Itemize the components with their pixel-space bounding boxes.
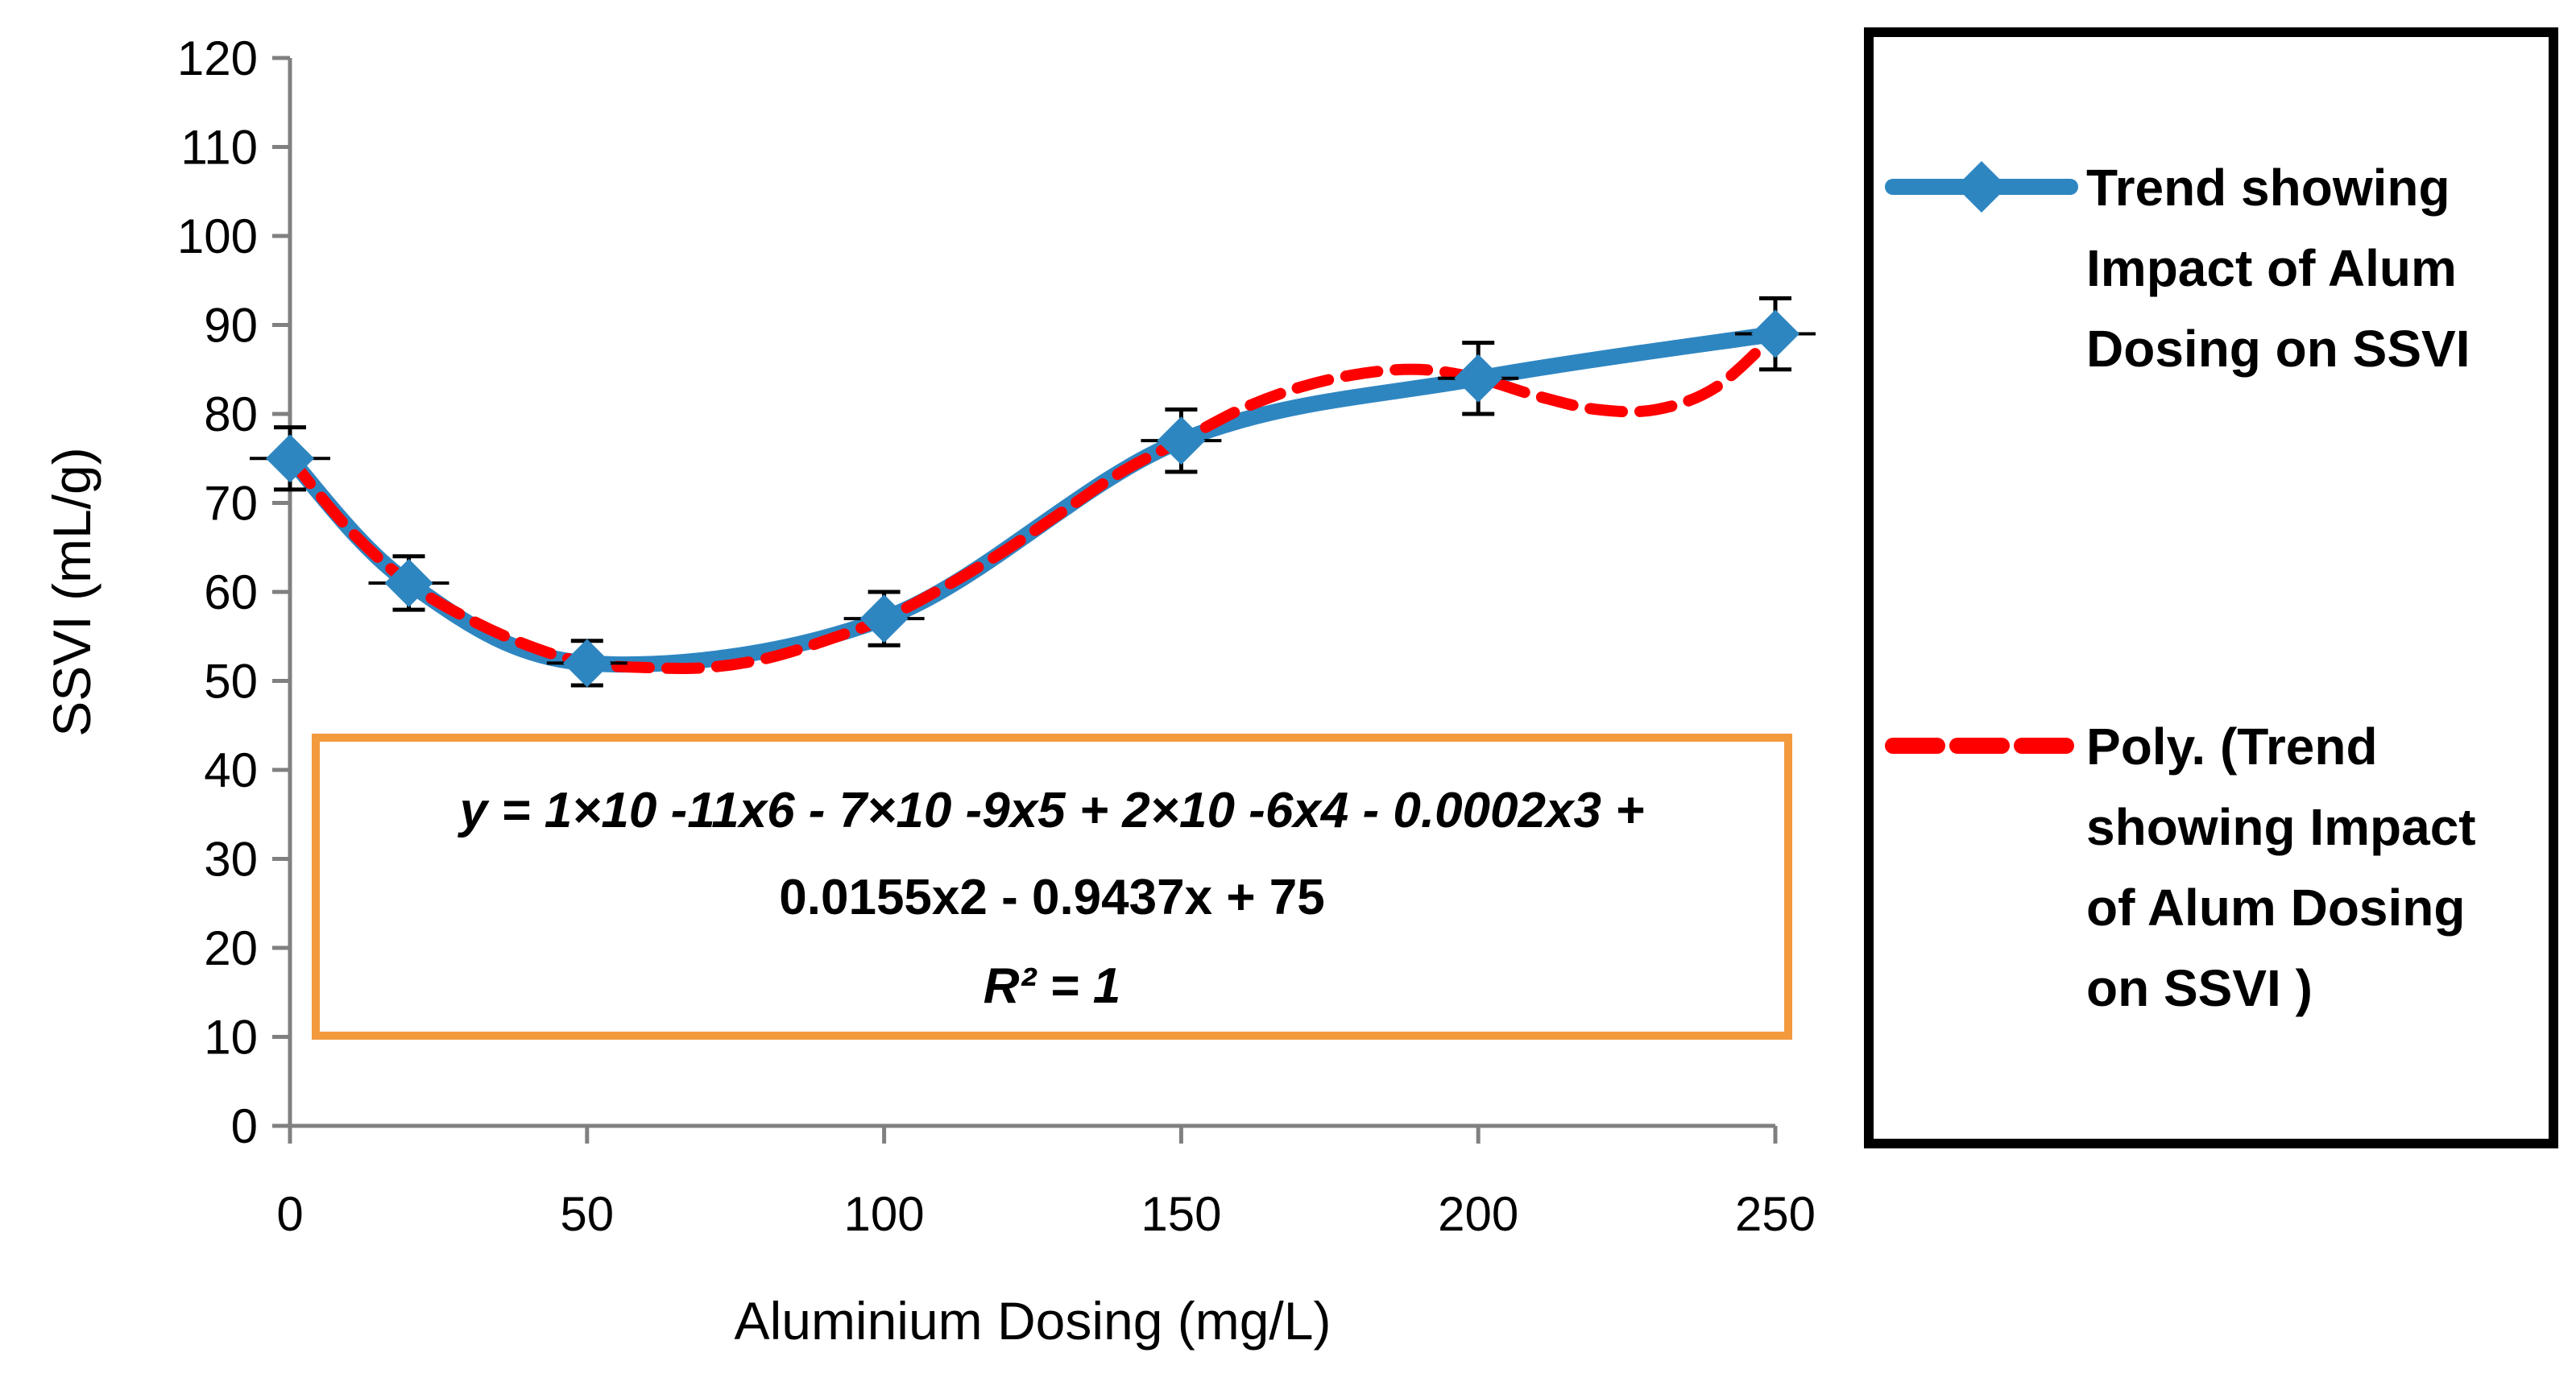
equation-annotation: y = 1×10 -11x6 - 7×10 -9x5 + 2×10 -6x4 -… <box>312 734 1792 1040</box>
y-tick-label: 80 <box>204 387 258 441</box>
r-squared: R² = 1 <box>984 958 1121 1014</box>
data-point-marker <box>1157 416 1206 465</box>
y-ticks: 0 10 20 30 40 50 60 70 80 90 100 110 120 <box>177 31 290 1153</box>
y-tick-label: 90 <box>204 299 258 353</box>
x-tick-label: 200 <box>1438 1187 1518 1241</box>
legend-label-series-2-line-3: of Alum Dosing <box>2086 879 2465 937</box>
data-point-marker <box>562 639 611 688</box>
legend-label-series-2-line-1: Poly. (Trend <box>2086 718 2378 776</box>
y-tick-label: 110 <box>180 121 258 175</box>
data-point-marker <box>266 434 314 483</box>
legend-box <box>1864 27 2558 1148</box>
y-axis-title: SSVI (mL/g) <box>42 447 101 736</box>
y-tick-label: 50 <box>204 655 258 709</box>
x-tick-label: 100 <box>844 1187 925 1241</box>
y-tick-label: 120 <box>177 31 258 85</box>
legend-label-series-1-line-1: Trend showing <box>2086 159 2450 217</box>
legend-label-series-1-line-3: Dosing on SSVI <box>2086 320 2470 378</box>
x-axis-title: Aluminium Dosing (mg/L) <box>735 1291 1331 1351</box>
y-tick-label: 70 <box>204 477 258 531</box>
equation-box <box>312 734 1792 1040</box>
y-tick-label: 60 <box>204 565 258 619</box>
legend-label-series-2-line-4: on SSVI ) <box>2086 959 2313 1017</box>
plot-area <box>250 296 1816 688</box>
legend-label-series-1-line-2: Impact of Alum <box>2086 239 2457 297</box>
x-tick-label: 50 <box>560 1187 614 1241</box>
y-tick-label: 100 <box>177 209 258 263</box>
x-tick-label: 150 <box>1141 1187 1221 1241</box>
data-point-marker <box>1454 354 1503 403</box>
y-tick-label: 20 <box>204 921 258 975</box>
y-tick-label: 0 <box>231 1099 258 1153</box>
data-point-marker <box>1751 309 1799 358</box>
legend-label-series-2-line-2: showing Impact <box>2086 798 2476 856</box>
y-tick-label: 30 <box>204 833 258 887</box>
x-ticks: 0 50 100 150 200 250 <box>276 1126 1816 1241</box>
equation-line-2: 0.0155x2 - 0.9437x + 75 <box>779 870 1324 925</box>
equation-line-1: y = 1×10 -11x6 - 7×10 -9x5 + 2×10 -6x4 -… <box>458 783 1645 838</box>
series-1-line <box>282 325 1783 673</box>
x-tick-label: 250 <box>1735 1187 1816 1241</box>
legend-marker-diamond <box>1956 161 2007 213</box>
x-tick-label: 0 <box>276 1187 303 1241</box>
legend: Trend showing Impact of Alum Dosing on S… <box>1864 27 2558 1148</box>
y-tick-label: 40 <box>204 743 258 797</box>
data-point-marker <box>384 558 433 607</box>
series-2-trendline <box>284 328 1781 674</box>
y-tick-label: 10 <box>204 1011 258 1065</box>
data-point-marker <box>859 594 909 643</box>
